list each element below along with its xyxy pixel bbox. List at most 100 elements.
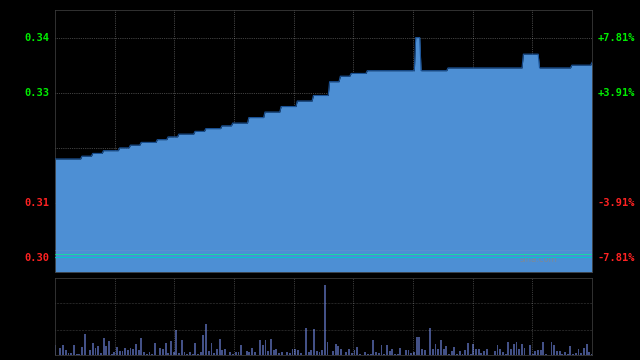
Bar xyxy=(246,351,248,355)
Bar xyxy=(154,343,156,355)
Bar xyxy=(200,352,202,355)
Bar xyxy=(324,285,326,355)
Bar xyxy=(197,354,199,355)
Bar xyxy=(308,352,310,355)
Text: sina.com: sina.com xyxy=(519,255,557,264)
Bar xyxy=(419,337,420,355)
Bar xyxy=(472,344,474,355)
Bar xyxy=(132,348,134,355)
Bar xyxy=(168,354,169,355)
Bar xyxy=(54,345,56,355)
Bar xyxy=(359,354,361,355)
Bar xyxy=(497,346,499,355)
Bar xyxy=(543,342,545,355)
Bar xyxy=(410,353,412,355)
Bar xyxy=(502,352,504,355)
Bar xyxy=(270,339,272,355)
Bar xyxy=(143,352,145,355)
Bar xyxy=(335,344,337,355)
Text: 0.30: 0.30 xyxy=(24,253,50,263)
Bar xyxy=(461,354,463,355)
Bar xyxy=(248,352,250,355)
Bar xyxy=(591,354,593,355)
Bar xyxy=(518,348,520,355)
Bar xyxy=(92,343,93,355)
Bar xyxy=(467,343,469,355)
Bar xyxy=(397,354,399,355)
Bar xyxy=(268,351,269,355)
Bar xyxy=(505,354,507,355)
Bar xyxy=(556,351,558,355)
Bar xyxy=(440,340,442,355)
Bar xyxy=(305,328,307,355)
Bar xyxy=(208,351,210,355)
Bar xyxy=(367,354,369,355)
Bar xyxy=(60,348,61,355)
Bar xyxy=(186,354,188,355)
Bar xyxy=(486,349,488,355)
Bar xyxy=(429,328,431,355)
Bar xyxy=(175,330,177,355)
Bar xyxy=(346,352,348,355)
Bar xyxy=(289,353,291,355)
Bar xyxy=(76,354,77,355)
Bar xyxy=(253,352,255,355)
Bar xyxy=(275,348,277,355)
Bar xyxy=(138,350,140,355)
Bar xyxy=(451,351,452,355)
Bar xyxy=(356,347,358,355)
Bar xyxy=(130,348,131,355)
Bar xyxy=(477,349,479,355)
Bar xyxy=(68,353,69,355)
Bar xyxy=(230,352,231,355)
Bar xyxy=(424,350,426,355)
Bar xyxy=(510,348,512,355)
Bar xyxy=(388,351,390,355)
Bar xyxy=(292,349,293,355)
Bar xyxy=(170,341,172,355)
Bar xyxy=(219,339,221,355)
Bar xyxy=(216,348,218,355)
Bar xyxy=(159,348,161,355)
Bar xyxy=(405,350,407,355)
Bar xyxy=(392,348,393,355)
Text: 0.34: 0.34 xyxy=(24,32,50,42)
Bar xyxy=(415,337,417,355)
Text: 0.31: 0.31 xyxy=(24,198,50,208)
Bar xyxy=(383,354,385,355)
Bar xyxy=(470,354,472,355)
Bar xyxy=(394,354,396,355)
Bar xyxy=(499,349,501,355)
Bar xyxy=(413,352,415,355)
Bar xyxy=(353,350,355,355)
Bar xyxy=(408,350,410,355)
Bar xyxy=(140,338,142,355)
Bar xyxy=(184,352,186,355)
Bar xyxy=(146,354,148,355)
Bar xyxy=(173,352,175,355)
Bar xyxy=(65,350,67,355)
Bar xyxy=(453,347,455,355)
Bar xyxy=(95,348,97,355)
Bar xyxy=(235,352,237,355)
Bar xyxy=(81,347,83,355)
Bar xyxy=(84,333,86,355)
Bar xyxy=(102,338,104,355)
Bar xyxy=(432,349,434,355)
Bar xyxy=(348,349,350,355)
Bar xyxy=(62,345,64,355)
Bar xyxy=(443,349,445,355)
Bar xyxy=(529,345,531,355)
Bar xyxy=(162,350,164,355)
Bar xyxy=(513,344,515,355)
Bar xyxy=(364,352,366,355)
Bar xyxy=(294,349,296,355)
Bar xyxy=(122,351,124,355)
Bar xyxy=(164,343,166,355)
Bar xyxy=(386,346,388,355)
Bar xyxy=(273,350,275,355)
Bar xyxy=(251,348,253,355)
Bar xyxy=(310,350,312,355)
Bar xyxy=(532,354,534,355)
Bar xyxy=(559,351,561,355)
